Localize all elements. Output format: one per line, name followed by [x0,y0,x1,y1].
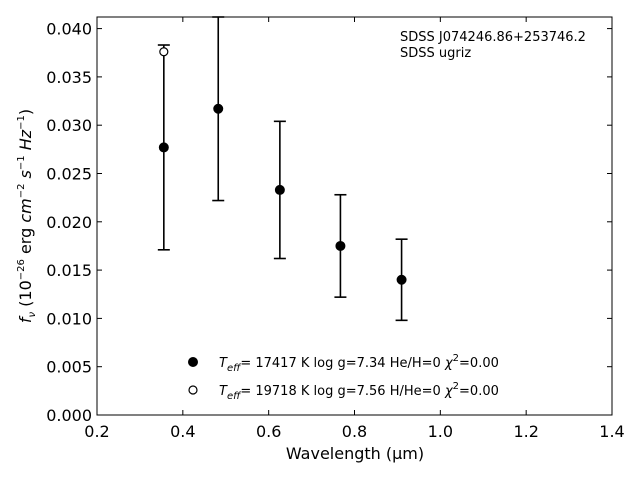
y-tick-label: 0.010 [46,309,92,328]
x-axis-label: Wavelength (μm) [286,444,424,463]
legend-marker-open [188,385,198,395]
legend-marker-filled [188,357,198,367]
plot-frame [96,16,613,416]
x-tick-label: 1.4 [599,422,624,441]
y-tick-label: 0.035 [46,68,92,87]
y-tick-label: 0.030 [46,116,92,135]
y-tick-label: 0.025 [46,164,92,183]
y-axis-label: fν (10−26 erg cm−2 s−1 Hz−1) [16,109,38,323]
legend-entry-1: Teff= 17417 K log g=7.34 He/H=0 χ2=0.00 [219,353,499,374]
object-name: SDSS J074246.86+253746.2 [400,30,586,45]
x-tick-label: 1.0 [428,422,453,441]
y-tick-label: 0.005 [46,358,92,377]
x-tick-label: 1.2 [513,422,538,441]
x-tick-label: 0.4 [170,422,195,441]
y-tick-label: 0.000 [46,406,92,425]
x-tick-label: 0.8 [342,422,367,441]
data-point-filled [396,274,407,285]
data-point-filled [335,240,346,251]
legend-entry-2: Teff= 19718 K log g=7.56 H/He=0 χ2=0.00 [219,381,499,402]
legend: Teff= 17417 K log g=7.34 He/H=0 χ2=0.00 … [188,353,499,402]
axis-ticks: 0.2 0.4 0.6 0.8 1.0 1.2 1.4 0.000 0.005 0.010 0.01… [46,17,625,441]
data-points [158,47,407,285]
x-tick-label: 0.2 [84,422,109,441]
y-tick-label: 0.015 [46,261,92,280]
y-tick-label: 0.020 [46,213,92,232]
data-point-filled [274,184,285,195]
data-point-filled [158,142,169,153]
y-tick-label: 0.040 [46,20,92,39]
x-tick-label: 0.6 [256,422,281,441]
data-point-filled [213,103,224,114]
data-point-open [159,47,169,57]
survey-name: SDSS ugriz [400,46,471,61]
